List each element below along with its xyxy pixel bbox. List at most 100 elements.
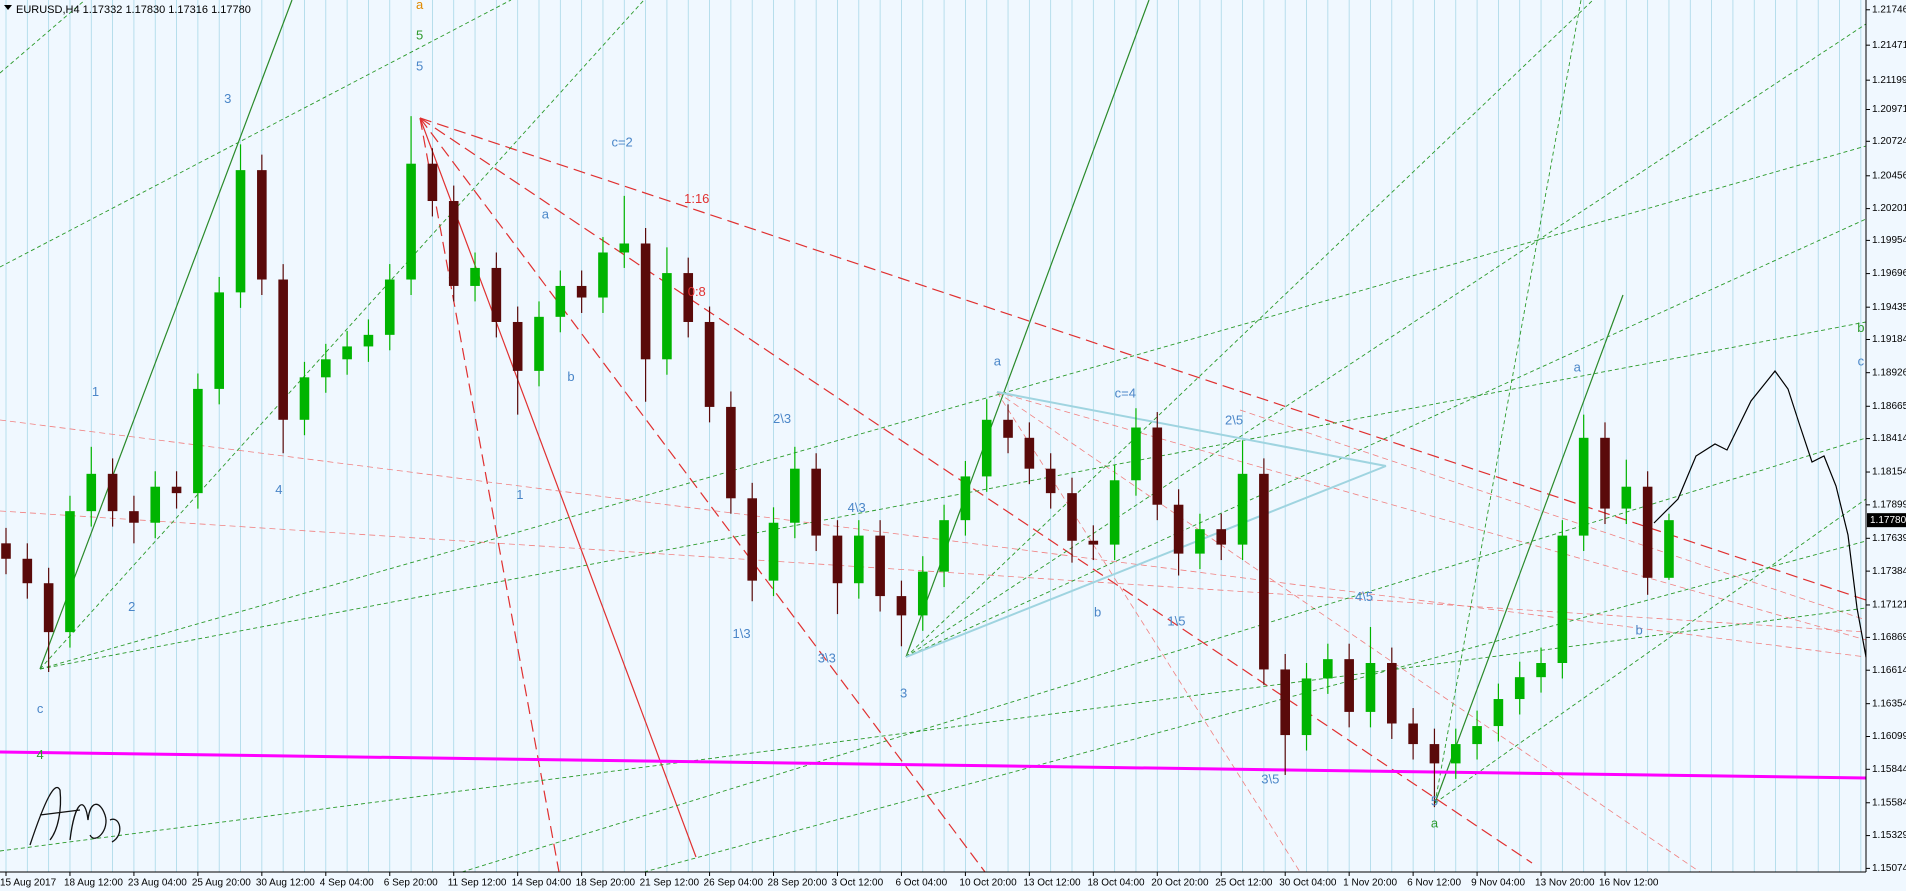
candle-body bbox=[662, 273, 672, 360]
x-tick-label: 13 Nov 20:00 bbox=[1535, 878, 1595, 889]
candle-body bbox=[811, 468, 821, 536]
wave-label: c bbox=[1858, 353, 1865, 368]
y-tick-label: 1.21199 bbox=[1872, 75, 1906, 86]
x-tick-label: 30 Aug 12:00 bbox=[256, 878, 315, 889]
fan-line bbox=[419, 117, 986, 873]
x-tick-label: 28 Sep 20:00 bbox=[768, 878, 828, 889]
candle-body bbox=[1600, 437, 1610, 509]
y-tick-label: 1.16354 bbox=[1872, 698, 1906, 709]
axes: 1.21746 1.21471 1.21199 1.20971 1.20724 1.204… bbox=[0, 4, 1906, 889]
candle-body bbox=[1045, 468, 1056, 494]
x-tick-label: 14 Sep 04:00 bbox=[512, 878, 572, 889]
wave-label: 2\5 bbox=[1225, 413, 1243, 428]
y-tick-label: 1.15844 bbox=[1872, 764, 1906, 775]
candle-body bbox=[448, 201, 459, 286]
trend-line bbox=[1239, 409, 1867, 621]
fan-line bbox=[419, 117, 560, 873]
fan-line bbox=[419, 117, 1533, 864]
candle-body bbox=[257, 170, 267, 280]
candle-body bbox=[427, 163, 438, 202]
y-tick-label: 1.16614 bbox=[1872, 665, 1906, 676]
wave-label: 4 bbox=[36, 747, 43, 762]
y-tick-label: 1.20456 bbox=[1872, 170, 1906, 181]
candle-body bbox=[1067, 493, 1077, 541]
fan-line bbox=[0, 0, 86, 74]
wave-label: 3 bbox=[900, 685, 907, 700]
candle-body bbox=[43, 583, 54, 633]
candle-body bbox=[470, 267, 480, 286]
candle-body bbox=[1237, 473, 1248, 545]
channel-line bbox=[1434, 294, 1624, 804]
y-tick-label: 1.20971 bbox=[1872, 104, 1906, 115]
y-tick-label: 1.21471 bbox=[1872, 40, 1906, 51]
candle-body bbox=[1536, 663, 1546, 678]
wave-label: c=4 bbox=[1115, 385, 1136, 400]
candle-body bbox=[854, 535, 864, 584]
projection-path bbox=[1653, 370, 1867, 658]
candle-body bbox=[1408, 723, 1418, 745]
candle-body bbox=[534, 316, 544, 371]
candle-body bbox=[1216, 529, 1227, 545]
candle-body bbox=[1450, 744, 1461, 764]
x-tick-label: 18 Oct 04:00 bbox=[1087, 878, 1145, 889]
y-tick-label: 1.21746 bbox=[1872, 4, 1906, 15]
x-tick-label: 4 Sep 04:00 bbox=[320, 878, 374, 889]
x-tick-label: 11 Sep 12:00 bbox=[448, 878, 507, 889]
y-tick-label: 1.18926 bbox=[1872, 367, 1906, 378]
y-tick-label: 1.16099 bbox=[1872, 731, 1906, 742]
candles bbox=[1, 116, 1674, 808]
candle-body bbox=[86, 473, 97, 512]
candle-body bbox=[1301, 678, 1312, 736]
candle-body bbox=[1387, 663, 1397, 724]
y-tick-label: 1.20724 bbox=[1872, 136, 1906, 147]
wave-label: a bbox=[1574, 360, 1582, 375]
candle-body bbox=[640, 243, 651, 360]
wave-label: 1 bbox=[516, 487, 523, 502]
price-marker-label: 1.17780 bbox=[1870, 515, 1906, 526]
triangle-line bbox=[905, 465, 1387, 658]
y-tick-label: 1.19696 bbox=[1872, 268, 1906, 279]
y-tick-label: 1.18414 bbox=[1872, 433, 1906, 444]
candle-body bbox=[1195, 529, 1205, 554]
candle-body bbox=[875, 535, 885, 597]
wave-label: 4 bbox=[275, 482, 282, 497]
wave-label: 1\3 bbox=[733, 626, 751, 641]
wave-label: b bbox=[1857, 320, 1864, 335]
x-tick-label: 25 Aug 20:00 bbox=[192, 878, 251, 889]
x-tick-label: 20 Oct 20:00 bbox=[1151, 878, 1209, 889]
candle-body bbox=[1173, 504, 1184, 554]
y-tick-label: 1.16869 bbox=[1872, 632, 1906, 643]
wave-label: 3\5 bbox=[1261, 772, 1279, 787]
candle-body bbox=[129, 511, 139, 523]
candle-body bbox=[939, 520, 949, 572]
y-tick-label: 1.18665 bbox=[1872, 401, 1906, 412]
wave-label: b bbox=[1635, 622, 1642, 637]
fan-line bbox=[1434, 498, 1867, 804]
wave-label: 4\5 bbox=[1355, 589, 1373, 604]
y-tick-label: 1.15074 bbox=[1872, 863, 1906, 874]
y-tick-label: 1.19184 bbox=[1872, 334, 1906, 345]
candle-body bbox=[235, 170, 246, 293]
wave-label: 3 bbox=[224, 91, 231, 106]
candle-body bbox=[1344, 659, 1354, 712]
channel-line bbox=[39, 0, 293, 670]
y-tick-label: 1.20201 bbox=[1872, 203, 1906, 214]
signature bbox=[29, 787, 121, 846]
candle-body bbox=[1131, 427, 1141, 481]
triangle-line bbox=[996, 391, 1387, 467]
wave-label: b bbox=[567, 369, 574, 384]
x-tick-label: 18 Sep 20:00 bbox=[576, 878, 636, 889]
x-tick-label: 10 Oct 20:00 bbox=[959, 878, 1017, 889]
x-tick-label: 1 Nov 20:00 bbox=[1343, 878, 1397, 889]
candle-body bbox=[1365, 663, 1376, 712]
wave-labels: a 5 5 3 c=2 1:16 0:8 a b 1 4 1 2 c 4 2\3 4\3 1\3 3\3 3 a c=4 2… bbox=[36, 0, 1864, 830]
candle-body bbox=[384, 279, 395, 335]
trend-line bbox=[0, 510, 1867, 633]
wave-label: 0:8 bbox=[688, 284, 706, 299]
candle-body bbox=[1429, 744, 1440, 764]
wave-label: a bbox=[416, 0, 424, 12]
candle-body bbox=[1514, 677, 1525, 700]
fan-line bbox=[905, 23, 1867, 658]
x-tick-label: 9 Nov 04:00 bbox=[1471, 878, 1525, 889]
